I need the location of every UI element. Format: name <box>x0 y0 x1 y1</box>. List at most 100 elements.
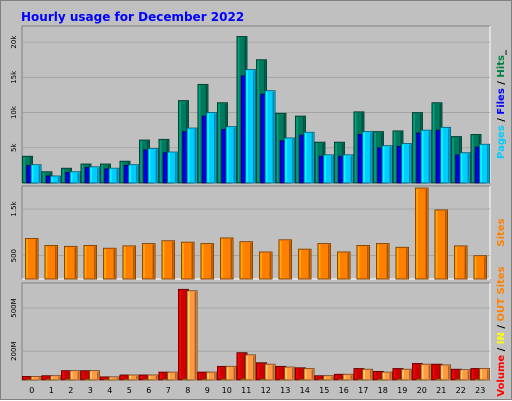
bar-volume-2-13 <box>284 367 294 380</box>
x-tick-label: 14 <box>300 386 310 395</box>
x-tick-label: 7 <box>166 386 171 395</box>
x-tick-label: 12 <box>261 386 271 395</box>
bar-pages-files-hits-2-3 <box>89 167 99 183</box>
bar-sites-0-19 <box>396 247 409 279</box>
y-tick-label: 20k <box>10 35 18 49</box>
x-tick-label: 5 <box>127 386 132 395</box>
bar-pages-files-hits-2-23 <box>479 144 489 183</box>
bar-sites-0-18 <box>376 244 389 279</box>
bar-pages-files-hits-2-18 <box>382 146 392 183</box>
bar-pages-files-hits-2-9 <box>206 113 216 183</box>
panel-side-label: Pages / Files / Hits_ <box>496 50 507 159</box>
bar-sites-0-9 <box>201 244 214 279</box>
y-tick-label: 15k <box>10 70 18 84</box>
bar-pages-files-hits-2-11 <box>245 70 255 183</box>
x-tick-label: 16 <box>339 386 349 395</box>
x-tick-label: 13 <box>280 386 290 395</box>
bar-pages-files-hits-2-13 <box>284 138 294 183</box>
bar-pages-files-hits-2-22 <box>460 153 470 183</box>
bar-volume-2-14 <box>304 368 314 380</box>
bar-volume-2-11 <box>245 355 255 380</box>
x-tick-label: 4 <box>107 386 112 395</box>
bar-sites-0-5 <box>123 246 136 279</box>
side-label-part: _ <box>496 50 507 55</box>
bar-pages-files-hits-2-6 <box>148 148 158 183</box>
bar-volume-2-0 <box>31 376 41 380</box>
bar-volume-2-23 <box>479 368 489 380</box>
bar-volume-2-16 <box>343 374 353 380</box>
bar-sites-0-10 <box>220 238 233 279</box>
side-label-part: Files <box>496 88 507 114</box>
x-tick-label: 23 <box>475 386 485 395</box>
bar-volume-2-18 <box>382 372 392 380</box>
x-tick-label: 6 <box>146 386 151 395</box>
bar-pages-files-hits-2-7 <box>167 152 177 183</box>
bar-volume-2-10 <box>226 366 236 380</box>
bar-volume-2-1 <box>50 376 60 380</box>
bar-pages-files-hits-2-21 <box>440 127 450 183</box>
bar-sites-0-6 <box>142 244 155 279</box>
bar-pages-files-hits-2-16 <box>343 155 353 183</box>
bar-pages-files-hits-2-17 <box>362 132 372 183</box>
bar-pages-files-hits-2-2 <box>70 172 80 183</box>
bar-pages-files-hits-2-1 <box>50 176 60 183</box>
side-label-part: / <box>496 78 507 89</box>
x-tick-label: 10 <box>222 386 232 395</box>
side-label-part: Sites <box>496 266 507 294</box>
bar-sites-0-16 <box>337 252 350 279</box>
side-label-part: OUT <box>496 298 507 322</box>
bar-volume-2-19 <box>401 369 411 380</box>
bar-sites-0-11 <box>240 242 253 279</box>
bar-pages-files-hits-2-4 <box>109 168 119 183</box>
bar-pages-files-hits-2-10 <box>226 127 236 183</box>
bar-volume-2-12 <box>265 364 275 380</box>
bar-pages-files-hits-2-8 <box>187 128 197 183</box>
bar-sites-0-7 <box>162 241 175 279</box>
bar-volume-2-8 <box>187 291 197 380</box>
bar-sites-0-3 <box>84 245 97 279</box>
side-label-part: Sites <box>496 218 507 246</box>
bar-sites-0-1 <box>45 245 58 279</box>
y-tick-label: 500M <box>10 298 18 317</box>
x-tick-label: 19 <box>397 386 407 395</box>
bar-volume-2-21 <box>440 365 450 380</box>
x-tick-label: 0 <box>29 386 34 395</box>
x-tick-label: 9 <box>205 386 210 395</box>
bar-sites-0-13 <box>279 240 292 279</box>
y-tick-label: 1.5k <box>10 200 18 216</box>
bar-sites-0-21 <box>435 210 448 279</box>
bar-sites-0-22 <box>454 246 467 279</box>
y-tick-label: 500 <box>10 249 18 262</box>
bar-volume-2-6 <box>148 375 158 380</box>
y-tick-label: 200M <box>10 342 18 361</box>
panel-side-label: Sites <box>496 218 507 246</box>
side-label-part: Pages <box>496 125 507 159</box>
bar-pages-files-hits-2-15 <box>323 155 333 183</box>
x-tick-label: 18 <box>378 386 388 395</box>
bar-sites-0-20 <box>415 188 428 279</box>
x-tick-label: 17 <box>358 386 368 395</box>
bar-volume-2-5 <box>128 375 138 380</box>
bar-volume-2-15 <box>323 376 333 380</box>
bar-sites-0-4 <box>103 248 116 279</box>
bar-volume-2-7 <box>167 372 177 380</box>
y-tick-label: 10k <box>10 105 18 119</box>
side-label-part: IN <box>496 332 507 344</box>
x-tick-label: 3 <box>88 386 93 395</box>
bar-sites-0-2 <box>64 246 77 279</box>
bar-volume-2-2 <box>70 371 80 380</box>
bar-pages-files-hits-2-20 <box>421 130 431 183</box>
x-tick-label: 1 <box>49 386 54 395</box>
side-label-part: / <box>496 115 507 126</box>
x-tick-label: 22 <box>456 386 466 395</box>
bar-volume-2-22 <box>460 370 470 380</box>
panel-side-label: Volume / IN / OUT Sites <box>496 266 507 396</box>
x-tick-label: 20 <box>417 386 427 395</box>
bar-pages-files-hits-2-5 <box>128 165 138 183</box>
x-tick-label: 2 <box>68 386 73 395</box>
bar-pages-files-hits-2-19 <box>401 144 411 183</box>
side-label-part: / <box>496 344 507 355</box>
side-label-part: Hits <box>496 55 507 78</box>
